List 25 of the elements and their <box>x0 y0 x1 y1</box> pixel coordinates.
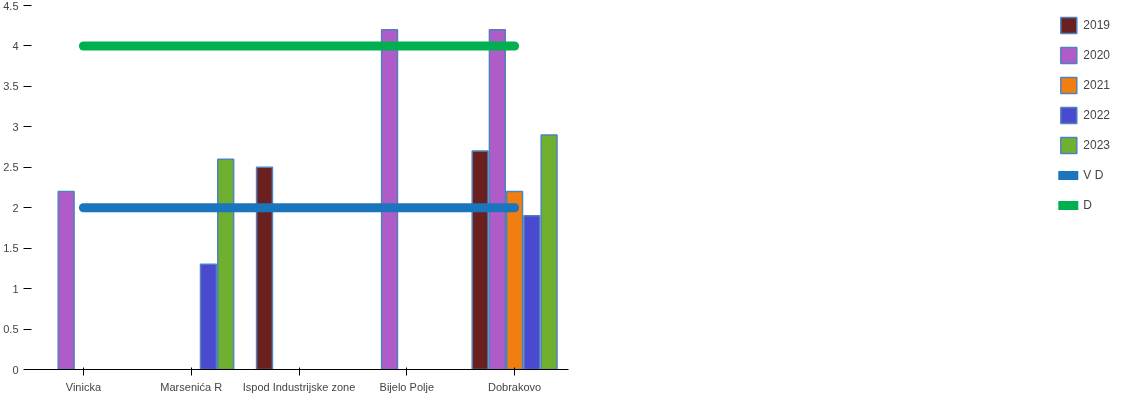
y-tick-label: 1.5 <box>3 242 19 255</box>
y-tick-label: 0.5 <box>3 323 19 336</box>
x-tick-label: Ispod Industrijske zone <box>242 380 356 393</box>
y-tick-label: 0 <box>12 363 19 376</box>
legend-label: 2020 <box>1083 48 1110 62</box>
y-tick-label: 3.5 <box>3 80 19 93</box>
x-tick-label: Marsenića R <box>160 380 223 393</box>
y-tick-label: 3 <box>12 120 19 133</box>
bar <box>255 166 274 370</box>
x-tick-label: Bijelo Polje <box>379 380 435 393</box>
y-tick-label: 1 <box>12 282 19 295</box>
legend-label: 2023 <box>1083 138 1110 152</box>
bar <box>380 29 399 370</box>
x-tick-label: Vinicka <box>65 380 102 393</box>
legend-label: 2022 <box>1083 108 1110 122</box>
legend-label: 2019 <box>1083 18 1110 32</box>
legend-label: D <box>1083 198 1093 212</box>
bar <box>57 190 75 370</box>
y-tick-label: 2.5 <box>3 161 19 174</box>
x-tick-label: Dobrakovo <box>488 380 542 393</box>
y-tick-label: 4.5 <box>3 0 19 12</box>
legend-label: V D <box>1083 168 1104 182</box>
y-tick-label: 4 <box>12 39 19 52</box>
legend-label: 2021 <box>1083 78 1110 92</box>
y-tick-label: 2 <box>12 201 19 214</box>
